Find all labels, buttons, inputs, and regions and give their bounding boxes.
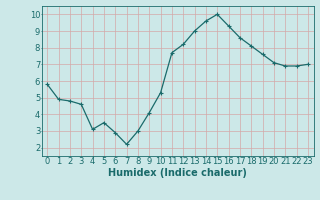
X-axis label: Humidex (Indice chaleur): Humidex (Indice chaleur) <box>108 168 247 178</box>
